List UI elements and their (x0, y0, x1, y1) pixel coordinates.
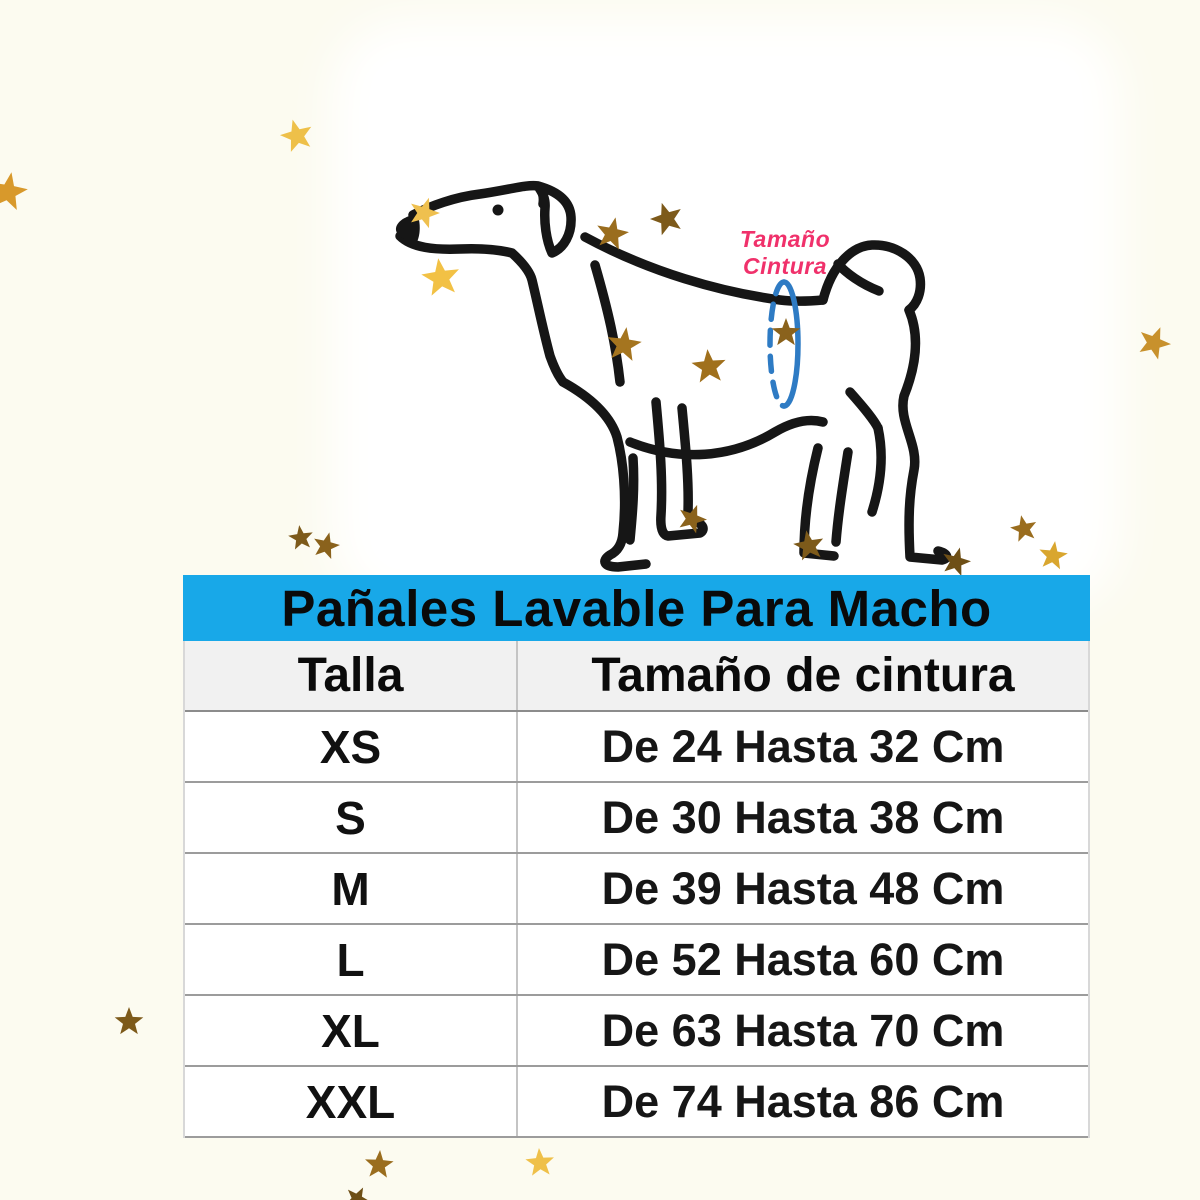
column-header-talla: Talla (185, 641, 518, 710)
dog-shoulder-line (590, 260, 625, 387)
waist-label-line2: Cintura (743, 253, 827, 279)
dog-far-front-inner-line (677, 403, 693, 517)
dog-illustration (395, 180, 952, 572)
dog-tail-inner-line (833, 259, 884, 296)
size-cell: L (185, 925, 518, 994)
table-row: M De 39 Hasta 48 Cm (185, 854, 1088, 925)
star-icon (0, 172, 28, 211)
star-icon (114, 1007, 144, 1035)
dog-far-hind-leg-line (799, 443, 839, 561)
size-cell: XXL (185, 1067, 518, 1136)
table-row: XS De 24 Hasta 32 Cm (185, 712, 1088, 783)
star-icon (314, 532, 340, 559)
table-row: XL De 63 Hasta 70 Cm (185, 996, 1088, 1067)
star-icon (1139, 327, 1172, 360)
table-row: XXL De 74 Hasta 86 Cm (185, 1067, 1088, 1138)
table-row: L De 52 Hasta 60 Cm (185, 925, 1088, 996)
illustration-canvas (370, 58, 1082, 570)
column-header-row: Talla Tamaño de cintura (185, 641, 1088, 712)
dog-hind-leg-line (898, 305, 952, 565)
star-icon (288, 525, 313, 550)
star-icon (365, 1150, 394, 1178)
dog-head-line (408, 180, 549, 220)
star-icon (525, 1148, 554, 1176)
star-icon (345, 1187, 370, 1200)
size-chart-body: Talla Tamaño de cintura XS De 24 Hasta 32… (183, 641, 1090, 1138)
dog-belly-line (625, 415, 828, 460)
range-cell: De 74 Hasta 86 Cm (601, 1075, 1005, 1127)
range-cell: De 63 Hasta 70 Cm (601, 1004, 1005, 1056)
range-cell: De 30 Hasta 38 Cm (601, 791, 1005, 843)
range-cell: De 39 Hasta 48 Cm (601, 862, 1005, 914)
size-rows: XS De 24 Hasta 32 Cm S De 30 Hasta 38 Cm M De… (185, 712, 1088, 1138)
dog-back-line (580, 232, 828, 306)
dog-thigh-line (845, 387, 883, 433)
size-cell: S (185, 783, 518, 852)
range-cell: De 52 Hasta 60 Cm (601, 933, 1005, 985)
table-row: S De 30 Hasta 38 Cm (185, 783, 1088, 854)
dog-jaw-chest-line (395, 231, 568, 387)
waist-ellipse-dashed (767, 279, 787, 409)
waist-label: Tamaño Cintura (710, 226, 860, 280)
column-header-cintura: Tamaño de cintura (591, 649, 1015, 702)
size-cell: M (185, 854, 518, 923)
dog-hind-leg-inner-line (867, 423, 886, 517)
star-icon (279, 119, 312, 152)
size-chart-table: Pañales Lavable Para Macho Talla Tamaño … (183, 575, 1090, 1138)
dog-eye (492, 204, 504, 216)
chart-title: Pañales Lavable Para Macho (183, 575, 1090, 641)
range-cell: De 24 Hasta 32 Cm (601, 720, 1005, 772)
dog-ear-line (533, 181, 576, 258)
dog-front-leg-line (558, 377, 651, 572)
dog-front-leg-back-line (625, 453, 639, 545)
size-cell: XL (185, 996, 518, 1065)
waist-label-line1: Tamaño (739, 226, 831, 252)
dog-far-hind-inner-line (831, 447, 853, 547)
size-cell: XS (185, 712, 518, 781)
